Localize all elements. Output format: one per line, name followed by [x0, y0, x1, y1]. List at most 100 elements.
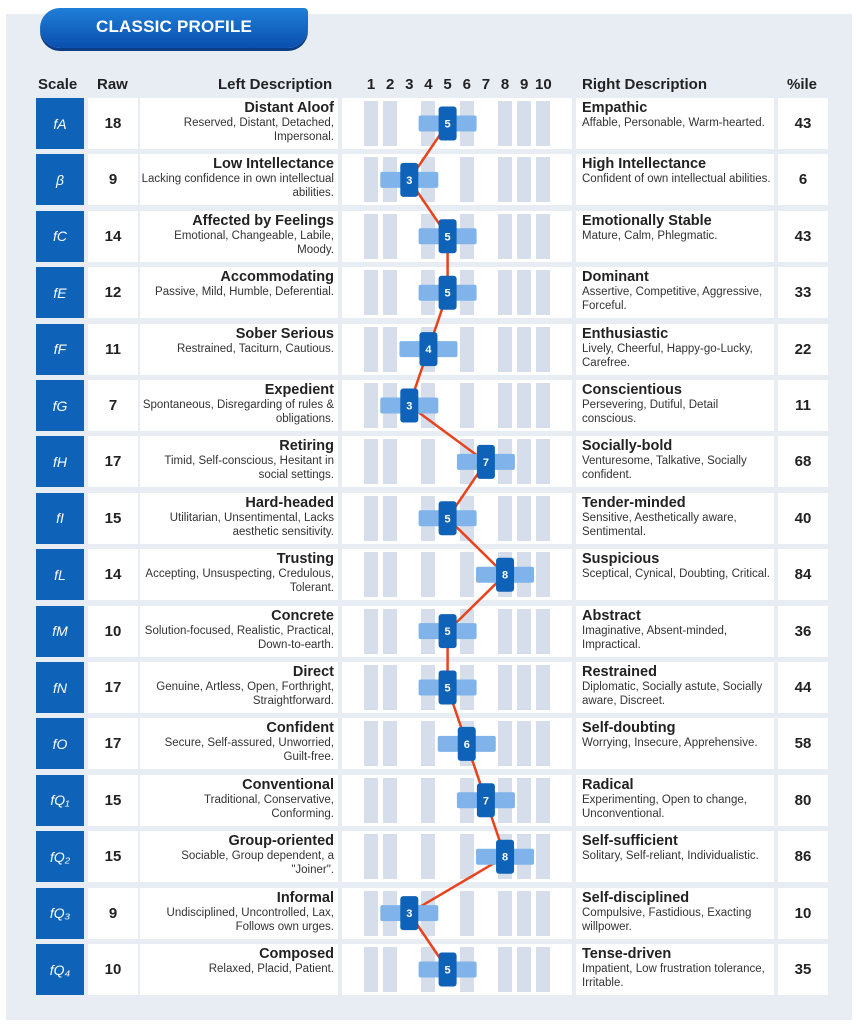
left-description: Low Intellectance Lacking confidence in o… — [140, 154, 338, 206]
right-trait-description: Confident of own intellectual abilities. — [582, 173, 771, 186]
right-description: Abstract Imaginative, Absent-minded, Impr… — [576, 605, 774, 657]
score-header-10: 10 — [535, 76, 552, 93]
score-label: 8 — [502, 570, 508, 582]
grid-column — [421, 439, 436, 485]
score-label: 5 — [445, 965, 451, 977]
grid-column — [517, 213, 532, 259]
percentile-score: 10 — [778, 887, 828, 939]
score-marker — [457, 726, 476, 761]
score-marker — [438, 952, 457, 987]
left-trait-description: Relaxed, Placid, Patient. — [208, 963, 334, 975]
grid-column — [383, 270, 398, 316]
scale-code: fA — [36, 98, 84, 149]
grid-column — [536, 213, 551, 259]
grid-column — [498, 890, 513, 936]
left-trait-title: Concrete — [271, 607, 334, 624]
raw-header: Raw — [97, 76, 128, 93]
left-trait-title: Composed — [259, 946, 334, 962]
grid-column — [498, 326, 513, 372]
scale-code: fH — [36, 436, 84, 488]
right-description: Suspicious Sceptical, Cynical, Doubting, … — [576, 549, 774, 601]
grid-column — [459, 383, 474, 428]
percentile-score: 44 — [778, 662, 828, 713]
grid-column — [383, 834, 398, 880]
right-trait-description: Solitary, Self-reliant, Individualistic. — [582, 850, 759, 863]
percentile-score: 84 — [778, 549, 828, 601]
grid-column — [364, 495, 378, 541]
score-label: 8 — [502, 852, 508, 864]
left-description: Expedient Spontaneous, Disregarding of ru… — [140, 380, 338, 431]
right-trait-description: Persevering, Dutiful, Detail conscious. — [582, 399, 719, 425]
left-trait-description: Accepting, Unsuspecting, Credulous, Tole… — [145, 568, 334, 595]
right-trait-description: Venturesome, Talkative, Socially confide… — [582, 455, 747, 482]
right-trait-description: Mature, Calm, Phlegmatic. — [582, 229, 718, 242]
scale-code: fM — [36, 605, 84, 657]
raw-score: 14 — [88, 549, 138, 601]
score-label: 5 — [445, 626, 451, 638]
score-marker — [438, 614, 457, 649]
left-trait-description: Timid, Self-conscious, Hesitant in socia… — [164, 455, 334, 482]
grid-column — [383, 777, 398, 823]
grid-column — [364, 101, 378, 146]
score-label: 6 — [464, 739, 470, 751]
score-header-4: 4 — [424, 76, 433, 93]
percentile-score: 68 — [778, 436, 828, 488]
left-trait-title: Affected by Feelings — [192, 212, 334, 229]
score-header-8: 8 — [500, 76, 510, 93]
right-description: Self-sufficient Solitary, Self-reliant, I… — [576, 831, 774, 883]
score-marker — [400, 388, 419, 423]
section-title: CLASSIC PROFILE — [96, 17, 253, 36]
grid-column — [517, 890, 532, 936]
grid-column — [459, 552, 474, 598]
percentile-score: 33 — [778, 267, 828, 319]
left-trait-description: Utilitarian, Unsentimental, Lacks aesthe… — [169, 511, 334, 538]
grid-column — [364, 270, 378, 316]
right-trait-title: Enthusiastic — [582, 325, 669, 342]
left-description: Conventional Traditional, Conservative, C… — [140, 774, 338, 826]
grid-column — [536, 608, 551, 654]
raw-score: 9 — [88, 887, 138, 939]
grid-column — [517, 157, 532, 203]
left-trait-description: Restrained, Taciturn, Cautious. — [176, 342, 334, 355]
grid-column — [536, 383, 551, 428]
grid-column — [421, 834, 436, 880]
right-trait-description: Lively, Cheerful, Happy-go-Lucky, Carefr… — [582, 342, 753, 369]
right-description: Emotionally Stable Mature, Calm, Phlegmat… — [576, 210, 774, 262]
grid-column — [536, 552, 551, 598]
left-trait-title: Retiring — [279, 438, 334, 455]
right-trait-title: Abstract — [582, 607, 641, 624]
raw-score: 14 — [88, 210, 138, 262]
left-description: Direct Genuine, Artless, Open, Forthright… — [140, 662, 338, 713]
grid-column — [517, 495, 532, 541]
score-marker — [400, 896, 419, 931]
grid-column — [364, 213, 378, 259]
grid-column — [383, 101, 398, 146]
grid-column — [383, 608, 398, 654]
score-label: 3 — [406, 401, 412, 413]
right-description: Enthusiastic Lively, Cheerful, Happy-go-L… — [576, 323, 774, 375]
grid-column — [517, 665, 532, 710]
score-grid — [342, 662, 572, 713]
grid-column — [498, 383, 513, 428]
grid-column — [364, 721, 378, 767]
left-trait-description: Sociable, Group dependent, a "Joiner". — [181, 850, 334, 877]
grid-column — [536, 890, 551, 936]
grid-column — [459, 157, 474, 203]
right-trait-description: Sensitive, Aesthetically aware, Sentimen… — [582, 511, 737, 538]
left-trait-title: Distant Aloof — [244, 100, 334, 116]
scale-code: fG — [36, 380, 84, 431]
score-label: 5 — [445, 513, 451, 525]
scale-code: fF — [36, 323, 84, 375]
left-trait-description: Spontaneous, Disregarding of rules & obl… — [142, 399, 334, 425]
right-description: Empathic Affable, Personable, Warm-hearte… — [576, 98, 774, 149]
grid-column — [498, 270, 513, 316]
score-grid — [342, 380, 572, 431]
grid-column — [536, 157, 551, 203]
raw-score: 7 — [88, 380, 138, 431]
right-description: Restrained Diplomatic, Socially astute, S… — [576, 662, 774, 713]
percentile-score: 40 — [778, 492, 828, 544]
left-trait-title: Low Intellectance — [213, 156, 334, 173]
right-trait-description: Worrying, Insecure, Apprehensive. — [582, 737, 758, 750]
left-trait-title: Group-oriented — [228, 833, 334, 850]
left-trait-title: Informal — [276, 889, 334, 906]
